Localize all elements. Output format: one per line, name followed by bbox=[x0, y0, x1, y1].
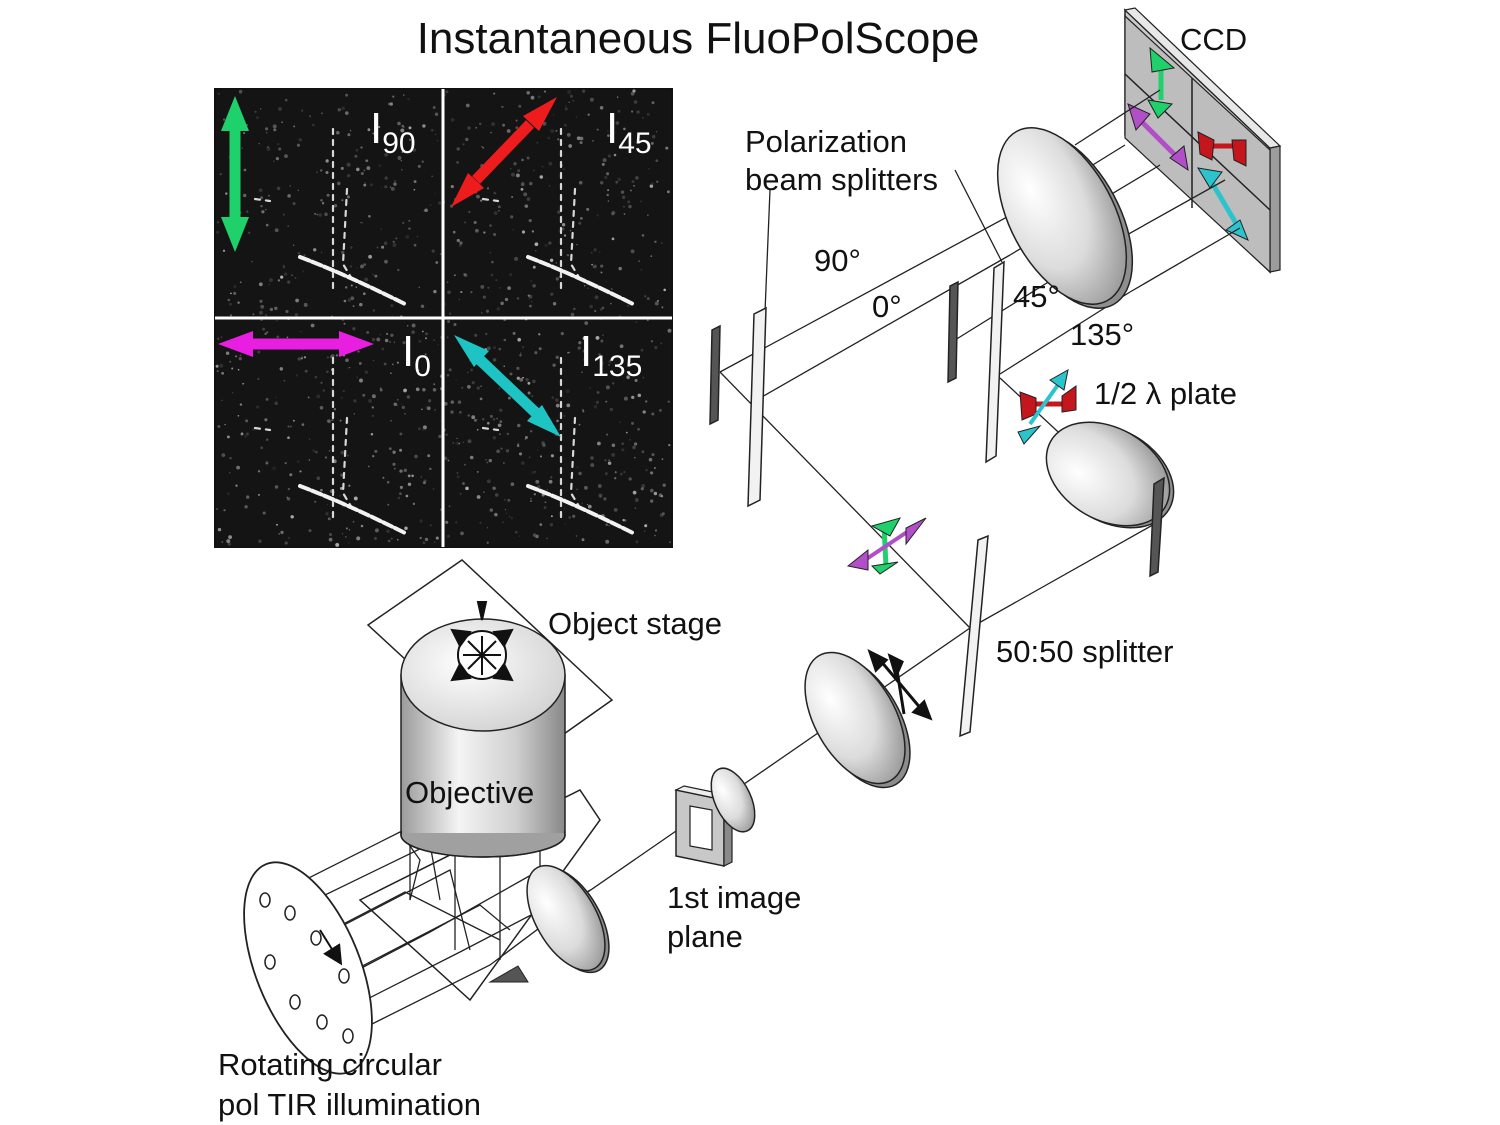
first-image-plane bbox=[674, 767, 756, 867]
splitter-label: 50:50 splitter bbox=[996, 634, 1174, 669]
pbs-left-pair bbox=[709, 306, 767, 508]
ccd-arrow-green bbox=[1147, 46, 1176, 119]
right-fold-mirror bbox=[1149, 476, 1165, 578]
relay-lens bbox=[804, 651, 911, 789]
diagram-title: Instantaneous FluoPolScope bbox=[417, 14, 980, 63]
quadrant-label-i90: I90 bbox=[370, 104, 416, 160]
quadrant-label-i0: I0 bbox=[402, 327, 431, 383]
pbs-label-line1: Polarization bbox=[745, 124, 907, 159]
illumination-label-line1: Rotating circular bbox=[218, 1047, 442, 1082]
image-plane-label-line1: 1st image bbox=[667, 880, 801, 915]
angle-0-label: 0° bbox=[872, 289, 902, 324]
arrow-i135 bbox=[454, 335, 561, 437]
arrow-i0 bbox=[218, 331, 374, 357]
arrow-i90 bbox=[221, 96, 249, 252]
ccd-detector: CCD bbox=[1123, 7, 1282, 274]
quadrant-label-i45: I45 bbox=[606, 104, 652, 160]
ccd-arrow-red bbox=[1197, 131, 1247, 167]
arrow-i45 bbox=[451, 97, 557, 207]
black-polarization-marker bbox=[867, 649, 933, 721]
ccd-arrow-purple bbox=[1127, 103, 1189, 172]
illumination-ring bbox=[243, 861, 373, 1075]
objective bbox=[400, 601, 566, 858]
image-speckles bbox=[215, 89, 672, 547]
ccd-tube-lens bbox=[996, 127, 1134, 309]
illumination-label-line2: pol TIR illumination bbox=[218, 1087, 481, 1122]
ccd-label: CCD bbox=[1180, 22, 1247, 57]
right-relay-lens bbox=[1045, 421, 1175, 529]
pbs-label-line2: beam splitters bbox=[745, 162, 938, 197]
beam-splitter-5050 bbox=[959, 534, 989, 738]
objective-label: Objective bbox=[405, 775, 534, 810]
pbs-right-pair bbox=[947, 260, 1005, 464]
half-wave-plate-label: 1/2 λ plate bbox=[1094, 376, 1237, 411]
angle-135-label: 135° bbox=[1070, 317, 1134, 352]
image-filaments bbox=[253, 127, 635, 535]
image-plane-label-line2: plane bbox=[667, 919, 743, 954]
half-wave-plate-marker bbox=[1017, 369, 1077, 445]
angle-90-label: 90° bbox=[814, 243, 861, 278]
object-stage-label: Object stage bbox=[548, 606, 722, 641]
polarization-image-panel: I90 I45 I0 I135 bbox=[214, 88, 673, 548]
tir-lens bbox=[488, 864, 610, 983]
angle-45-label: 45° bbox=[1013, 279, 1060, 314]
mid-polarization-marker bbox=[846, 517, 927, 575]
quadrant-label-i135: I135 bbox=[580, 327, 642, 383]
